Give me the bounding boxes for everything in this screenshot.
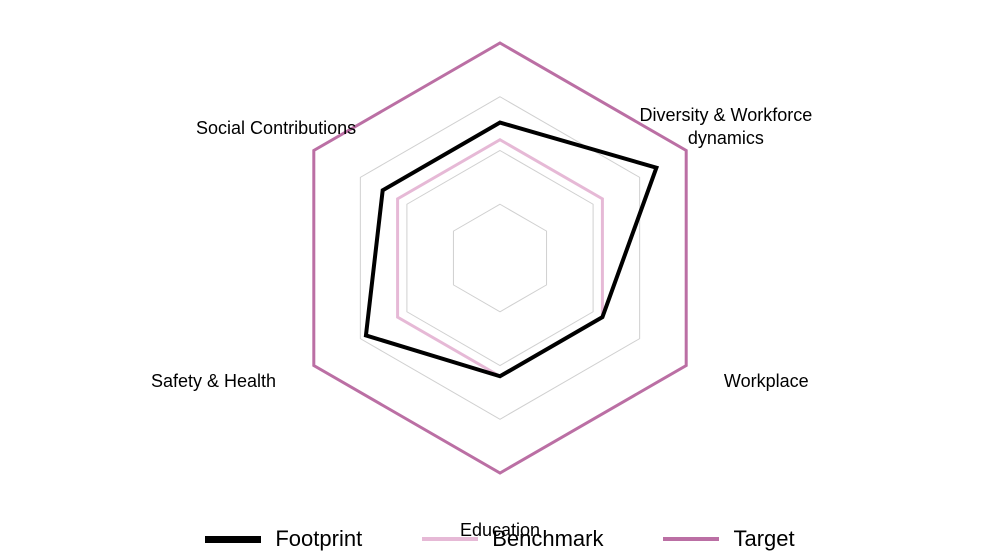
legend-item-footprint: Footprint [205, 526, 362, 552]
series-benchmark [398, 140, 603, 377]
legend-swatch [663, 537, 719, 541]
legend-swatch [422, 537, 478, 541]
radar-chart-container: Sub Score Social (S)Diversity & Workforc… [0, 0, 1000, 560]
legend-item-target: Target [663, 526, 794, 552]
radar-chart-svg [0, 0, 1000, 500]
axis-label: Social Contributions [166, 117, 386, 140]
axis-label: Diversity & Workforce dynamics [626, 104, 826, 149]
legend-item-benchmark: Benchmark [422, 526, 603, 552]
legend-label: Footprint [275, 526, 362, 552]
legend-label: Target [733, 526, 794, 552]
axis-label: Safety & Health [96, 370, 276, 393]
legend-swatch [205, 536, 261, 543]
series-footprint [366, 123, 656, 377]
grid-ring [407, 151, 593, 366]
grid-ring [360, 97, 639, 420]
grid-ring [453, 204, 546, 312]
axis-label: Workplace [724, 370, 884, 393]
legend-label: Benchmark [492, 526, 603, 552]
chart-legend: Footprint Benchmark Target [0, 526, 1000, 552]
